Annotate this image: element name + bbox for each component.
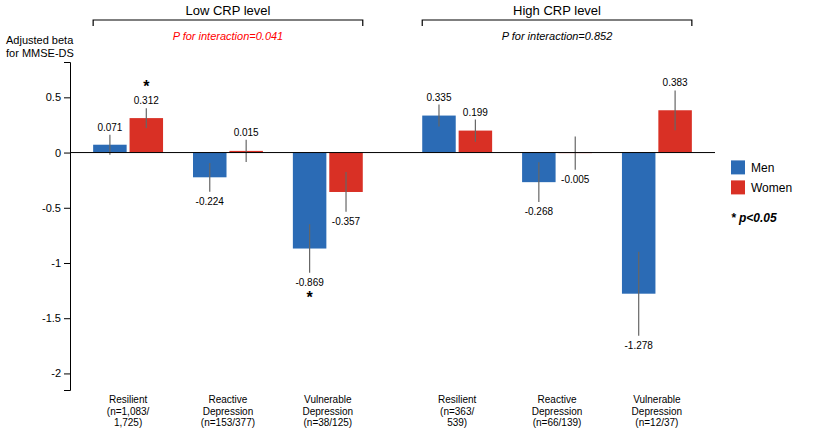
data-label: -1.278 (625, 340, 654, 351)
category-label-line: Resilient (438, 394, 477, 405)
category-label: VulnerableDepression(n=12/37) (632, 394, 683, 428)
category-label: ReactiveDepression(n=153/377) (201, 394, 255, 428)
category-label-line: Depression (632, 406, 683, 417)
category-label: ReactiveDepression(n=66/139) (532, 394, 583, 428)
error-bar (638, 252, 639, 336)
legend-swatch (731, 180, 745, 194)
y-tick: 0 (55, 147, 70, 159)
category-label: Resilient(n=363/539) (438, 394, 477, 428)
section-annotation: P for interaction=0.852 (502, 30, 613, 42)
data-label: -0.869 (295, 277, 324, 288)
section-bracket (422, 20, 692, 26)
y-tick-mark (64, 153, 70, 154)
category-label-line: Depression (303, 406, 354, 417)
error-bar (109, 135, 110, 155)
y-tick: -0.5 (42, 202, 70, 214)
zero-line (70, 152, 715, 153)
error-bar (575, 137, 576, 170)
data-label: -0.268 (525, 206, 554, 217)
data-label: -0.224 (196, 196, 225, 207)
category-label-line: 539) (447, 417, 467, 428)
category-label-line: Resilient (109, 394, 148, 405)
legend-label: Men (751, 161, 774, 175)
y-tick: -1.5 (42, 312, 70, 324)
category-label-line: Vulnerable (633, 394, 681, 405)
legend-item: Men (731, 160, 774, 175)
y-tick-mark (64, 208, 70, 209)
y-axis-title-line: for MMSE-DS (6, 47, 74, 59)
data-label: 0.199 (463, 107, 488, 118)
legend-label: Women (751, 181, 792, 195)
category-label-line: (n=38/125) (303, 417, 352, 428)
error-bar (345, 172, 346, 212)
category-label-line: Reactive (538, 394, 577, 405)
category-label-line: Vulnerable (304, 394, 352, 405)
chart: -2 -1.5 -1 -0.5 0 0.5 0.071 -0.224 -0.869 0.335 -0… (0, 0, 827, 438)
error-bar (438, 105, 439, 127)
category-label-line: 1,725) (114, 417, 142, 428)
y-tick-label: -1.5 (42, 312, 61, 324)
data-label: 0.383 (663, 77, 688, 88)
data-labels: 0.071 -0.224 -0.869 0.335 -0.268 -1.278 0.312 0… (97, 77, 688, 350)
marks (93, 90, 692, 335)
y-tick-mark (64, 373, 70, 374)
error-bar (309, 224, 310, 273)
y-tick: -2 (51, 367, 70, 379)
category-label-line: Reactive (209, 394, 248, 405)
section-annotation: P for interaction=0.041 (173, 30, 284, 42)
y-tick-mark (64, 318, 70, 319)
legend-swatch (731, 160, 745, 174)
category-label-line: (n=363/ (440, 406, 474, 417)
error-bar (675, 90, 676, 130)
category-label-line: (n=1,083/ (107, 406, 150, 417)
y-axis-line (64, 63, 71, 391)
legend-item: Women (731, 180, 792, 195)
y-tick: 0.5 (46, 91, 70, 103)
category-label-line: Depression (203, 406, 254, 417)
section-label: High CRP level (513, 3, 601, 18)
y-tick-mark (64, 263, 70, 264)
y-tick-label: -2 (51, 367, 61, 379)
category-label-line: Depression (532, 406, 583, 417)
error-bar (146, 108, 147, 128)
sections: Low CRP level P for interaction=0.041 High… (93, 3, 692, 42)
data-label: 0.312 (134, 95, 159, 106)
y-tick-label: 0.5 (46, 91, 61, 103)
error-bar (246, 140, 247, 162)
data-label: -0.005 (561, 174, 590, 185)
category-label-line: (n=153/377) (201, 417, 255, 428)
y-tick-label: -0.5 (42, 202, 61, 214)
error-bar (538, 162, 539, 202)
error-bar (209, 163, 210, 192)
y-tick-label: 0 (55, 147, 61, 159)
data-label: 0.071 (97, 122, 122, 133)
data-label: 0.335 (426, 92, 451, 103)
y-axis-title-line: Adjusted beta (6, 34, 74, 46)
data-label: 0.015 (234, 127, 259, 138)
legend: Men Women (731, 160, 792, 195)
category-label-line: (n=12/37) (635, 417, 678, 428)
category-label-line: (n=66/139) (533, 417, 582, 428)
y-tick-label: -1 (51, 257, 61, 269)
section-label: Low CRP level (185, 3, 270, 18)
y-tick: -1 (51, 257, 70, 269)
y-tick-mark (64, 97, 70, 98)
y-axis: -2 -1.5 -1 -0.5 0 0.5 (42, 63, 70, 391)
error-bar (475, 120, 476, 142)
significance-star: * (143, 78, 150, 95)
section-bracket (93, 20, 363, 26)
category-labels: Resilient(n=1,083/1,725)ReactiveDepressi… (107, 394, 682, 428)
footnote: * p<0.05 (731, 211, 777, 225)
category-label: Resilient(n=1,083/1,725) (107, 394, 150, 428)
data-label: -0.357 (332, 216, 361, 227)
significance-star: * (306, 289, 313, 306)
category-label: VulnerableDepression(n=38/125) (303, 394, 354, 428)
plot: -2 -1.5 -1 -0.5 0 0.5 0.071 -0.224 -0.869 0.335 -0… (42, 3, 715, 428)
y-axis-title: Adjusted betafor MMSE-DS (6, 34, 74, 59)
